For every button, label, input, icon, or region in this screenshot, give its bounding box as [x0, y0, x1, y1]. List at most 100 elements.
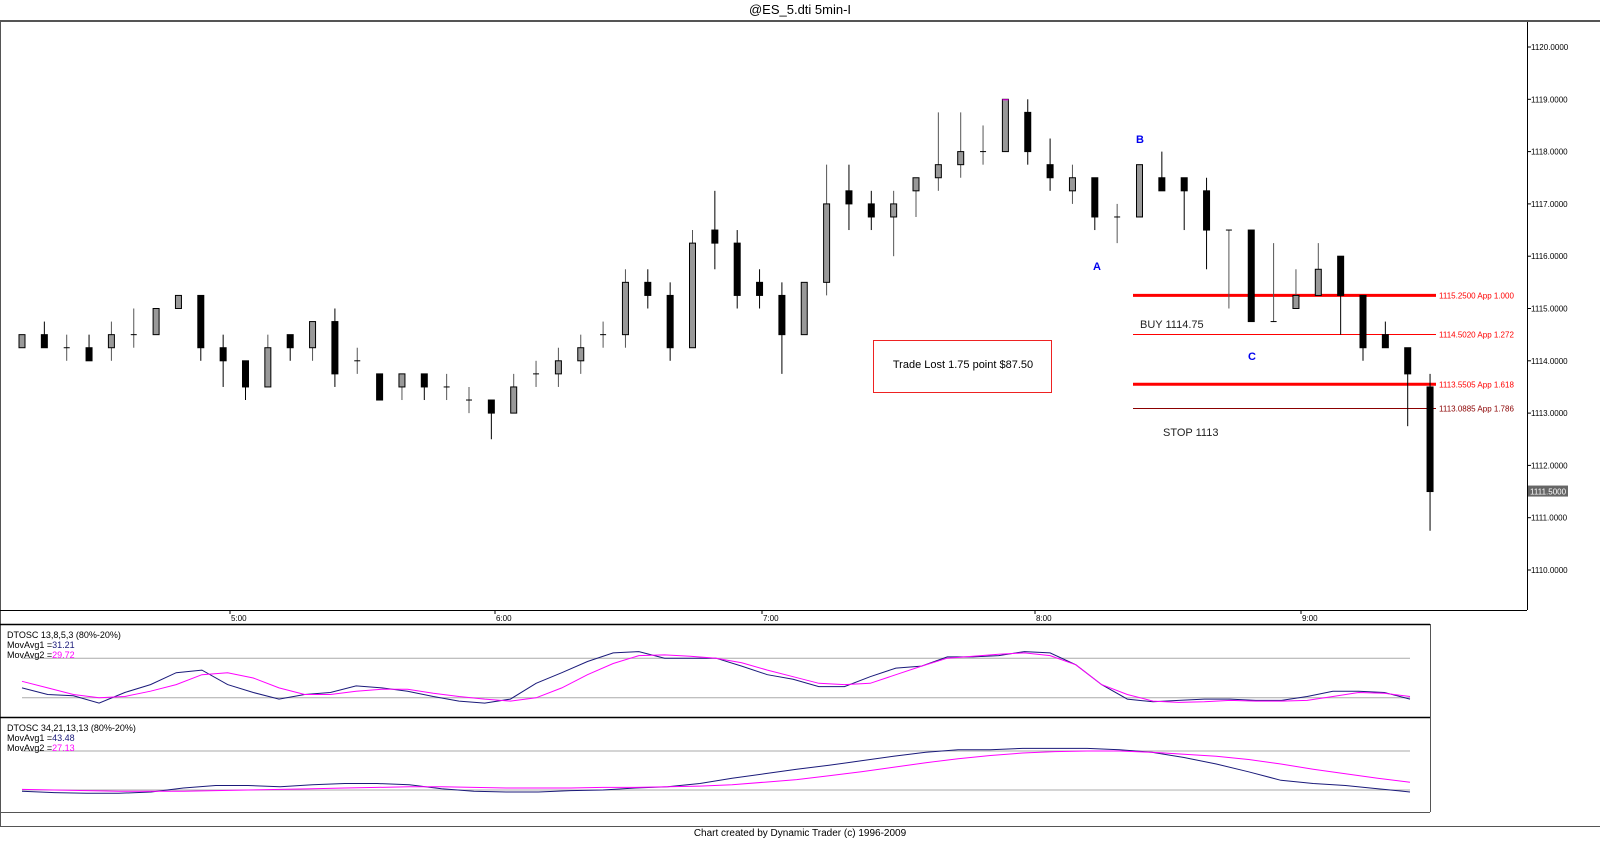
fib-level-label: 1114.5020 App 1.272 — [1439, 331, 1514, 340]
price-tick-label: 1110.0000 — [1531, 566, 1568, 575]
candle-body — [577, 347, 585, 362]
price-tick-label: 1115.0000 — [1531, 305, 1568, 314]
candle-body — [1001, 98, 1009, 153]
candle-body — [420, 373, 428, 388]
candle-body — [331, 321, 339, 375]
candle-body — [1158, 177, 1166, 192]
osc-legend: MovAvg2 =27.13 — [7, 743, 75, 753]
trade-note: BUY 1114.75 — [1140, 319, 1204, 331]
time-tick-label: 9:00 — [1302, 614, 1318, 623]
candle-body — [107, 334, 115, 349]
candle-body — [1046, 164, 1054, 179]
time-tick-label: 6:00 — [496, 614, 512, 623]
candle-body — [733, 242, 741, 296]
dtosc-fast-panel: DTOSC 13,8,5,3 (80%-20%)MovAvg1 =31.21Mo… — [7, 630, 1411, 704]
candle-body — [689, 242, 696, 349]
candle-body — [1404, 347, 1412, 375]
osc-legend: MovAvg2 =29.72 — [7, 650, 75, 660]
candle-body — [823, 203, 831, 283]
candle-body — [18, 334, 26, 349]
candle-body — [711, 229, 719, 244]
candle-body — [40, 334, 48, 349]
price-tick-label: 1119.0000 — [1531, 95, 1568, 104]
osc-legend: MovAvg1 =43.48 — [7, 733, 75, 743]
candle-body — [1381, 334, 1389, 349]
candle-body — [242, 360, 249, 388]
candle-body — [800, 281, 808, 336]
candle-body — [890, 203, 898, 218]
osc-line-movavg1 — [21, 651, 1411, 704]
candle-body — [152, 308, 160, 336]
price-tick-label: 1113.0000 — [1531, 409, 1568, 418]
candlesticks — [18, 98, 1434, 531]
candle-body — [1068, 177, 1076, 192]
candle-body — [1091, 177, 1099, 218]
candle-body — [1314, 268, 1322, 296]
candle-body — [957, 151, 965, 166]
osc-line-movavg2 — [21, 750, 1411, 792]
osc-line-movavg2 — [21, 652, 1411, 703]
price-tick-label: 1116.0000 — [1531, 252, 1568, 261]
footer-credit: Chart created by Dynamic Trader (c) 1996… — [0, 826, 1600, 842]
candle-body — [644, 281, 652, 296]
price-tick-label: 1120.0000 — [1531, 43, 1569, 52]
candle-body — [197, 294, 205, 349]
price-tick-label: 1112.0000 — [1531, 461, 1568, 470]
candle-body — [845, 190, 853, 205]
candle-body — [398, 373, 406, 388]
candle-body — [174, 294, 182, 309]
dtosc-slow-panel: DTOSC 34,21,13,13 (80%-20%)MovAvg1 =43.4… — [7, 723, 1411, 794]
candle-body — [286, 334, 294, 349]
annotations: A B C BUY 1114.75 STOP 1113 Trade Lost 1.75 p… — [873, 134, 1256, 439]
trade-note: STOP 1113 — [1163, 427, 1218, 439]
fib-levels: 1115.2500 App 1.000 1114.5020 App 1.272 11… — [1133, 291, 1514, 413]
candle-body — [264, 347, 272, 388]
candle-body — [554, 360, 562, 375]
candle-body — [666, 294, 674, 349]
candle-body — [778, 294, 786, 336]
candle-body — [1426, 386, 1434, 493]
trade-result-text: Trade Lost 1.75 point $87.50 — [893, 359, 1033, 371]
candle-body — [510, 386, 518, 414]
candle-body — [1180, 177, 1188, 192]
trade-result-box — [873, 340, 1052, 393]
last-price-label: 1111.5000 — [1530, 488, 1567, 497]
candle-body — [621, 281, 629, 336]
candle-body — [1292, 294, 1300, 309]
price-tick-label: 1118.0000 — [1531, 148, 1568, 157]
wave-label: C — [1248, 351, 1256, 363]
candle-body — [1247, 229, 1255, 323]
candle-body — [376, 373, 384, 401]
wave-label: A — [1093, 261, 1101, 273]
time-axis: 5:00 6:00 7:00 8:00 9:00 — [229, 610, 1318, 623]
price-tick-label: 1111.0000 — [1531, 514, 1568, 523]
osc-title: DTOSC 34,21,13,13 (80%-20%) — [7, 723, 136, 733]
candle-body — [934, 164, 942, 179]
candle-body — [309, 321, 317, 349]
price-tick-label: 1117.0000 — [1531, 200, 1568, 209]
time-tick-label: 7:00 — [763, 614, 779, 623]
time-tick-label: 5:00 — [231, 614, 247, 623]
osc-line-movavg1 — [21, 747, 1411, 794]
candle-body — [1136, 164, 1143, 218]
price-axis: 1120.0000 1119.0000 1118.0000 1117.0000 1116… — [1527, 43, 1569, 575]
candle-body — [85, 347, 93, 362]
fib-level-label: 1115.2500 App 1.000 — [1439, 291, 1514, 300]
candle-body — [1359, 294, 1367, 349]
candle-body — [219, 347, 227, 362]
candle-body — [487, 399, 495, 414]
candle-body — [867, 203, 875, 218]
candle-body — [1337, 255, 1345, 296]
candle-body — [1203, 190, 1211, 231]
time-tick-label: 8:00 — [1036, 614, 1052, 623]
price-tick-label: 1114.0000 — [1531, 357, 1568, 366]
window-title: @ES_5.dti 5min-I — [0, 0, 1600, 22]
osc-title: DTOSC 13,8,5,3 (80%-20%) — [7, 630, 121, 640]
candle-body — [1024, 111, 1032, 153]
fib-level-label: 1113.0885 App 1.786 — [1439, 404, 1514, 413]
wave-label: B — [1136, 134, 1144, 146]
osc-legend: MovAvg1 =31.21 — [7, 640, 75, 650]
candle-body — [756, 281, 764, 296]
candle-body — [912, 177, 920, 192]
